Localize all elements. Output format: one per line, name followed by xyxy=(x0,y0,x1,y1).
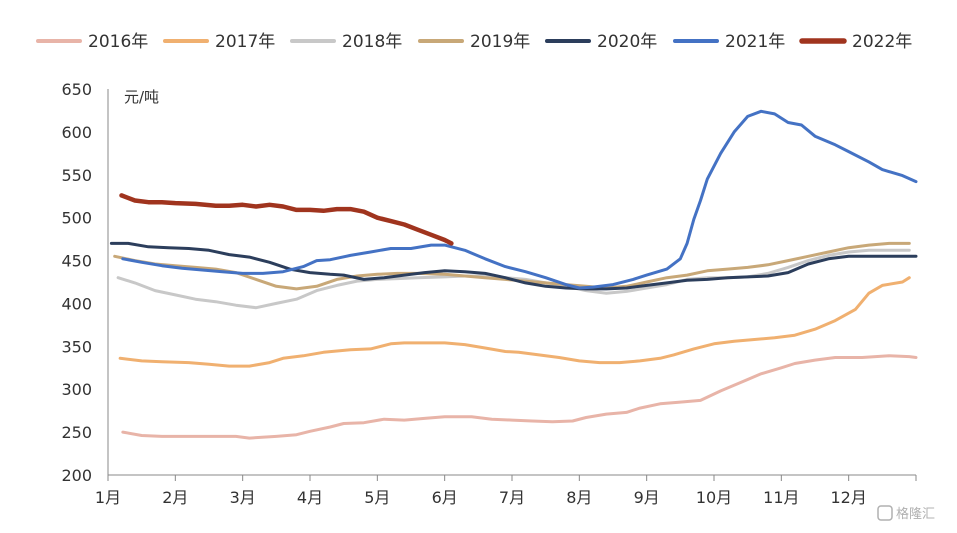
x-tick-label: 7月 xyxy=(499,488,525,507)
x-tick-label: 1月 xyxy=(95,488,121,507)
x-tick-label: 12月 xyxy=(830,488,866,507)
series-line-2016年 xyxy=(121,354,918,440)
y-tick-label: 300 xyxy=(61,380,92,399)
series-line-2018年 xyxy=(116,248,911,310)
legend-label: 2016年 xyxy=(88,32,148,52)
x-tick-label: 2月 xyxy=(162,488,188,507)
legend-label: 2022年 xyxy=(852,32,912,52)
y-tick-label: 650 xyxy=(61,80,92,99)
x-axis: 1月 2月 3月 4月 5月 6月 7月 8月 9月 10月 11月 12月 xyxy=(95,474,917,507)
x-tick-label: 3月 xyxy=(230,488,256,507)
legend-label: 2021年 xyxy=(725,32,785,52)
x-tick-label: 6月 xyxy=(432,488,458,507)
y-tick-label: 600 xyxy=(61,123,92,142)
x-tick-label: 9月 xyxy=(634,488,660,507)
x-tick-label: 4月 xyxy=(297,488,323,507)
legend-label: 2019年 xyxy=(470,32,530,52)
series-line-2022年 xyxy=(119,193,454,246)
legend: 2016年 2017年 2018年 2019年 2020年 2021年 2022年 xyxy=(36,32,912,52)
legend-label: 2018年 xyxy=(342,32,402,52)
watermark-text: 格隆汇 xyxy=(896,506,935,522)
plot-series xyxy=(109,109,918,440)
x-tick-label: 8月 xyxy=(566,488,592,507)
y-tick-label: 450 xyxy=(61,252,92,271)
y-tick-label: 200 xyxy=(61,466,92,485)
series-line-2017年 xyxy=(118,276,911,368)
x-tick-label: 5月 xyxy=(364,488,390,507)
y-tick-label: 500 xyxy=(61,209,92,228)
y-tick-label: 400 xyxy=(61,294,92,313)
x-tick-label: 10月 xyxy=(696,488,732,507)
legend-label: 2020年 xyxy=(597,32,657,52)
unit-label: 元/吨 xyxy=(124,88,159,106)
watermark: 格隆汇 xyxy=(877,505,935,522)
legend-label: 2017年 xyxy=(215,32,275,52)
series-line-2021年 xyxy=(121,109,918,290)
y-tick-label: 350 xyxy=(61,337,92,356)
y-tick-label: 250 xyxy=(61,423,92,442)
x-tick-label: 11月 xyxy=(763,488,799,507)
watermark-logo-icon xyxy=(877,505,893,521)
series-line-2020年 xyxy=(109,241,918,291)
y-tick-label: 550 xyxy=(61,166,92,185)
y-axis: 200 250 300 350 400 450 500 550 600 650 xyxy=(61,80,109,485)
